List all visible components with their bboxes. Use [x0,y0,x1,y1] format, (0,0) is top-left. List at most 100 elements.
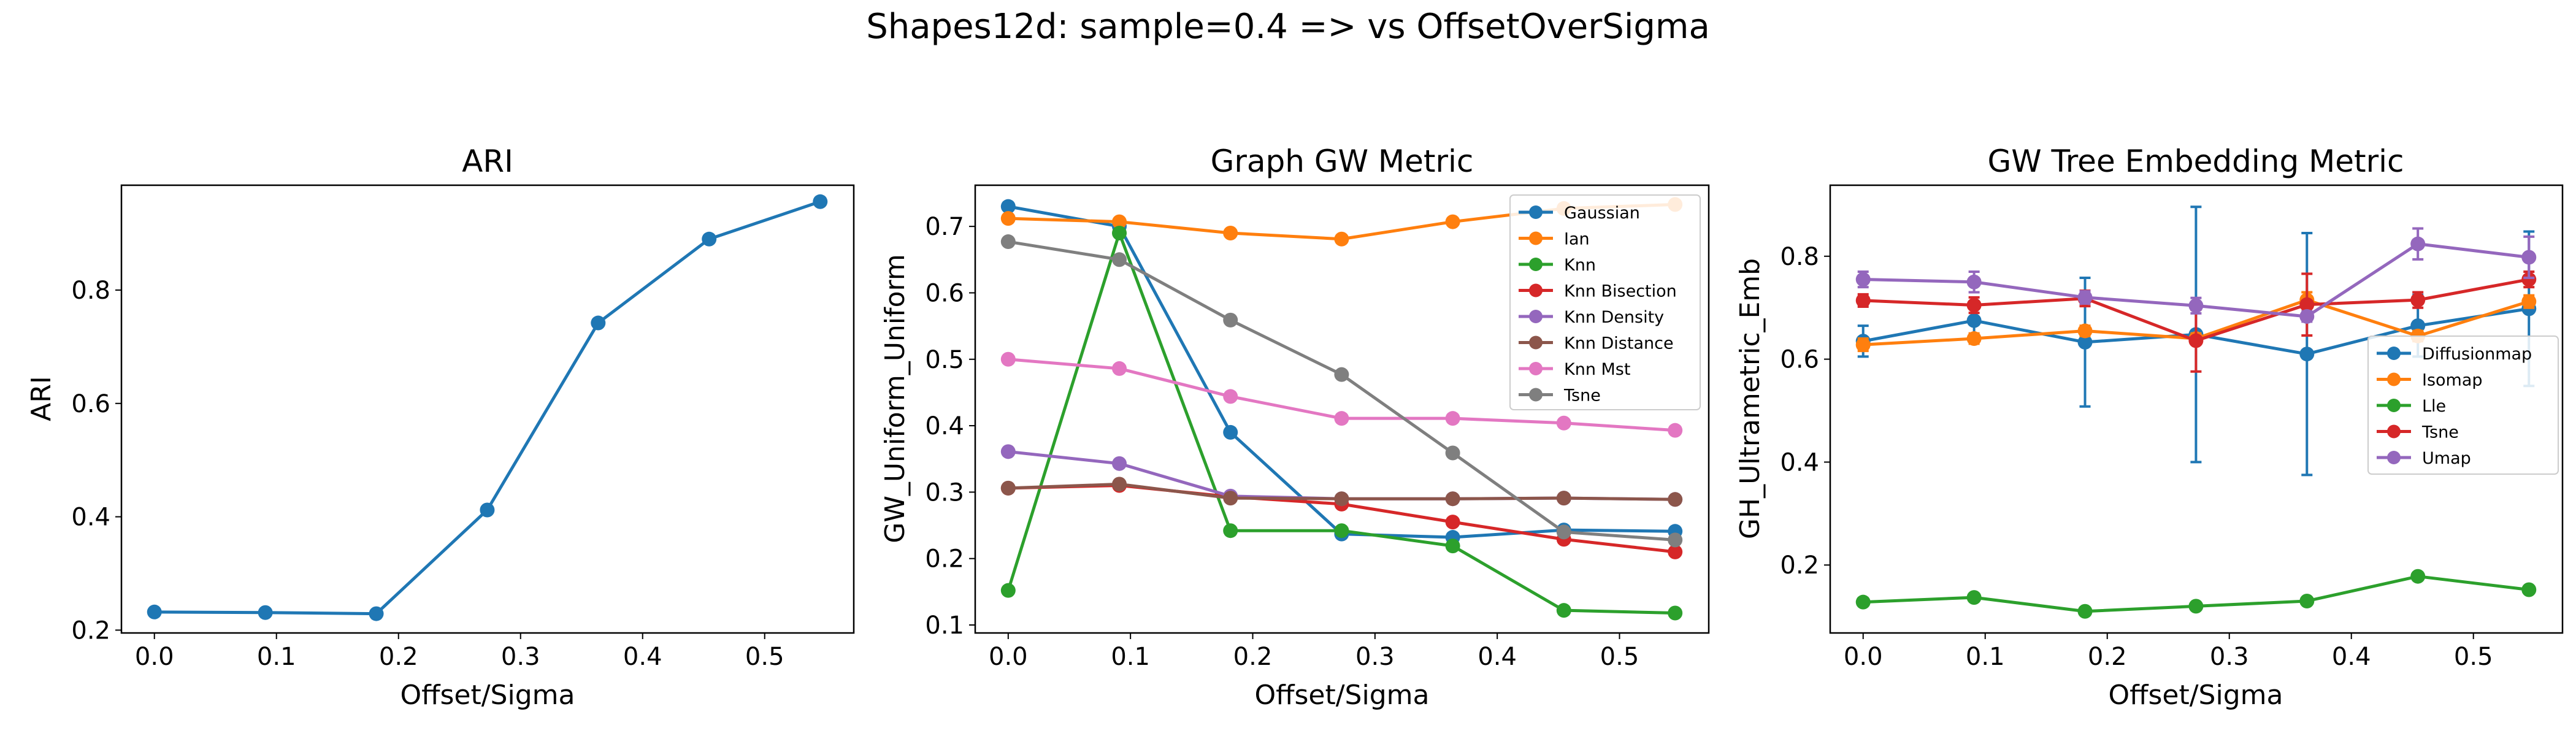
x-axis-label: Offset/Sigma [2109,680,2283,711]
data-point [1000,583,1016,598]
data-point [702,231,717,247]
panel-ari: ARI Offset/Sigma ARI 0.0 0.1 0.2 0.3 0.4 0.50… [26,144,855,711]
y-tick-label: 0.2 [925,545,964,573]
x-tick-label: 0.4 [623,643,662,671]
data-point [1445,491,1460,507]
data-point [1000,351,1016,367]
y-axis-label: ARI [26,376,57,421]
data-point [1855,272,1871,287]
data-point [1668,605,1683,621]
data-point [1668,492,1683,507]
x-tick-label: 0.4 [1478,643,1517,671]
legend-label: Diffusionmap [2422,345,2532,364]
data-point [2521,582,2537,597]
x-axis-label: Offset/Sigma [1255,680,1430,711]
x-tick-label: 0.3 [1355,643,1395,671]
legend-label: Knn Bisection [1564,282,1677,301]
x-axis-label: Offset/Sigma [401,680,575,711]
data-point [1112,456,1127,471]
legend-swatch-marker [2387,347,2401,360]
legend-label: Knn Distance [1564,334,1674,353]
data-point [1223,312,1238,328]
data-point [1112,225,1127,240]
legend-swatch-marker [2387,372,2401,386]
y-tick-label: 0.4 [925,412,964,440]
data-point [1966,590,1982,605]
panel-title: ARI [462,144,513,179]
data-point [2188,298,2204,313]
y-tick-label: 0.2 [1780,551,1819,580]
data-point [2410,236,2426,251]
data-point [2077,604,2093,619]
data-point [1966,313,1982,328]
panel-gw-tree-embedding-metric: GW Tree Embedding Metric Offset/Sigma GH… [1735,144,2564,711]
data-point [1000,234,1016,250]
legend-label: Tsne [2421,423,2459,442]
data-point [2299,309,2315,324]
y-tick-label: 0.6 [925,279,964,307]
data-point [369,606,384,621]
data-point [480,502,495,518]
panel-graph-gw-metric: Graph GW Metric Offset/Sigma GW_Uniform_… [880,144,1710,711]
legend-swatch-marker [1529,258,1543,271]
plot-area: 0.0 0.1 0.2 0.3 0.4 0.5 0.2 0.4 0.6 0.8 Diffusionm… [1780,184,2564,671]
data-point [2077,334,2093,350]
data-point [1112,214,1127,229]
figure-suptitle: Shapes12d: sample=0.4 => vs OffsetOverSi… [866,7,1710,47]
data-point [2077,323,2093,339]
y-tick-label: 0.4 [1780,448,1819,477]
data-point [1112,361,1127,376]
x-tick-label: 0.1 [257,643,296,671]
series-line [154,200,821,616]
data-point [1223,424,1238,440]
x-tick-label: 0.1 [1111,643,1150,671]
legend-swatch-marker [1529,205,1543,219]
data-point [2188,333,2204,348]
legend-swatch-marker [1529,310,1543,323]
y-axis-label: GW_Uniform_Uniform [880,254,911,543]
y-tick-label: 0.2 [71,616,110,645]
panel-title: Graph GW Metric [1211,144,1474,179]
data-point [2077,289,2093,305]
x-tick-label: 0.0 [989,643,1028,671]
x-tick-label: 0.0 [1844,643,1883,671]
axes-frame [974,184,1710,634]
data-point [1668,423,1683,438]
x-tick-label: 0.5 [2454,643,2493,671]
x-tick-label: 0.5 [1600,643,1639,671]
y-axis-label: GH_Ultrametric_Emb [1735,258,1766,539]
data-point [1445,445,1460,461]
data-point [1334,367,1349,382]
data-point [1000,199,1016,214]
legend-label: Umap [2422,449,2471,468]
x-tick-label: 0.2 [1233,643,1273,671]
y-tick-label: 0.4 [71,504,110,532]
x-tick-label: 0.2 [379,643,418,671]
data-point [1112,252,1127,267]
data-point [1000,444,1016,459]
data-point [813,194,828,209]
x-tick-label: 0.2 [2088,643,2127,671]
data-point [1668,544,1683,559]
legend-label: Knn [1564,256,1596,275]
data-point [1223,225,1238,240]
data-point [1223,491,1238,506]
data-point [1966,274,1982,289]
data-point [1334,491,1349,507]
legend-label: Tsne [1563,386,1601,405]
data-point [2410,569,2426,584]
legend-swatch-marker [2387,399,2401,412]
legend-swatch-marker [1529,388,1543,402]
data-point [1334,523,1349,539]
data-point [1000,211,1016,226]
data-point [1223,389,1238,404]
axes-frame [1829,184,2564,634]
legend: Gaussian Ian Knn Knn Bisection Knn Density Kn… [1509,194,1701,410]
y-tick-label: 0.6 [1780,346,1819,374]
data-point [1445,515,1460,530]
data-point [2521,294,2537,309]
x-tick-label: 0.0 [135,643,174,671]
data-point [2299,347,2315,362]
legend-swatch-marker [1529,362,1543,375]
